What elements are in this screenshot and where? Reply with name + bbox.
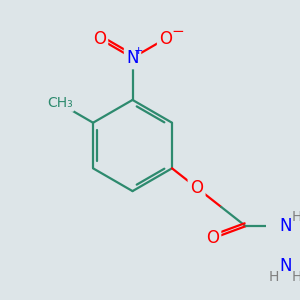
Text: N: N <box>279 217 291 235</box>
Text: H: H <box>291 270 300 284</box>
Text: O: O <box>93 30 106 48</box>
Text: O: O <box>159 30 172 48</box>
Text: H: H <box>291 210 300 224</box>
Text: O: O <box>190 178 203 196</box>
Text: O: O <box>206 230 219 247</box>
Text: −: − <box>172 24 184 39</box>
Text: CH₃: CH₃ <box>47 96 73 110</box>
Text: N: N <box>126 49 139 67</box>
Text: +: + <box>134 46 143 56</box>
Text: N: N <box>279 256 291 274</box>
Text: H: H <box>268 270 279 284</box>
